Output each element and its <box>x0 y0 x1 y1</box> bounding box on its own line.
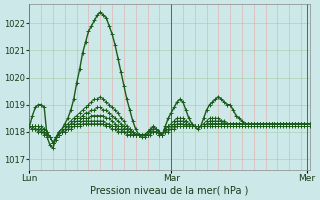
X-axis label: Pression niveau de la mer( hPa ): Pression niveau de la mer( hPa ) <box>91 186 249 196</box>
